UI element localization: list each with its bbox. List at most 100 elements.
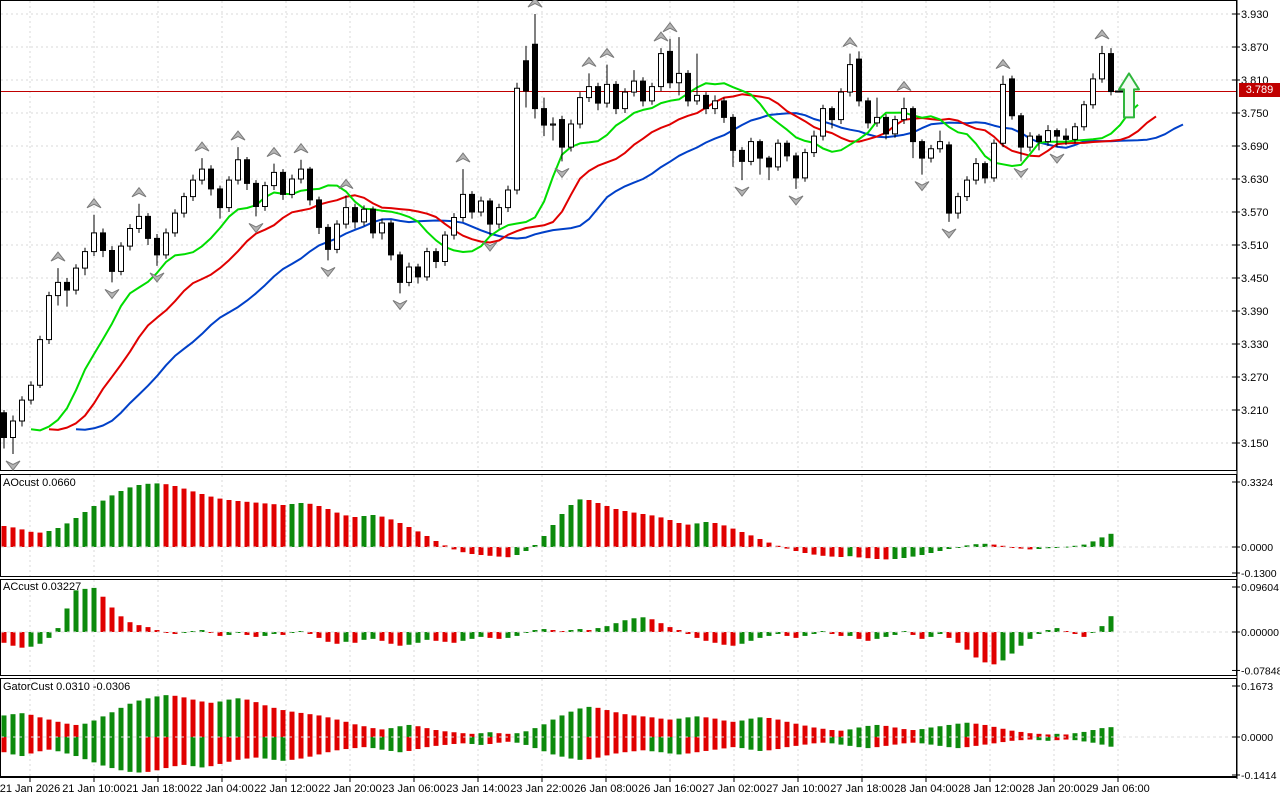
candle-body [685,72,691,102]
indicator-bar [1,526,7,547]
indicator-bar [667,737,673,754]
indicator-bar [685,737,691,754]
indicator-bar [73,590,79,632]
candle-body [478,200,484,213]
price-tick-label: 3.630 [1241,174,1269,186]
indicator-bar [712,632,718,643]
indicator-bar [442,632,448,642]
indicator-bar [604,737,610,756]
indicator-bar [595,737,601,758]
candle-body [163,232,169,256]
fractal-up-icon [1094,29,1110,40]
fractal-down-icon [914,181,930,192]
candle-body [316,199,322,228]
candle-body [901,108,907,121]
indicator-bar [1072,545,1078,547]
indicator-bar [613,737,619,754]
time-tick-label: 21 Jan 2026 [0,783,60,795]
candle-body [820,108,826,137]
indicator-bar [46,719,52,737]
indicator-bar [874,547,880,559]
indicator-bar [307,632,313,634]
indicator-bar [280,737,286,761]
fractal-up-icon [896,80,912,92]
candle-body [217,188,223,209]
indicator-bar [892,632,898,635]
indicator-bar [784,721,790,737]
indicator-bar [325,717,331,737]
indicator-bar [451,547,457,550]
candle-body [703,94,709,110]
time-tick-label: 23 Jan 22:00 [510,783,574,795]
indicator-bar [154,630,160,632]
fractal-down-icon [149,272,165,283]
indicator-bar [1045,734,1051,737]
fractal-down-icon [734,186,750,197]
indicator-bar [82,512,88,547]
candle-body [280,171,286,195]
candle-body [253,182,259,207]
indicator-bar [991,544,997,547]
indicator-bar [982,737,988,745]
indicator-bar [631,737,637,752]
indicator-bar [919,632,925,639]
indicator-bar [271,504,277,547]
indicator-bar [829,632,835,634]
indicator-bar [172,695,178,737]
indicator-bar [154,483,160,547]
candle-body [388,222,394,256]
price-tick-label: 3.330 [1241,339,1269,351]
indicator-bar [568,711,574,737]
indicator-bar [595,707,601,737]
indicator-bar [1054,733,1060,737]
indicator-bar [928,632,934,637]
price-tick-label: 3.510 [1241,240,1269,252]
indicator-bar [10,714,16,737]
indicator-bar [316,506,322,547]
indicator-bar [676,523,682,547]
indicator-bar [730,721,736,737]
candle-body [325,226,331,250]
indicator-bar [109,737,115,769]
time-tick-label: 28 Jan 12:00 [958,783,1022,795]
indicator-bar [37,632,43,644]
indicator-bar [64,737,70,754]
indicator-bar [1045,630,1051,632]
indicator-bar [685,717,691,737]
indicator-bar [1108,533,1114,547]
indicator-bar [649,737,655,752]
candle-body [334,223,340,250]
indicator-bar [244,632,250,635]
candles-group [1,14,1114,454]
indicator-bar [919,729,925,737]
indicator-bar [379,737,385,750]
indicator-bar [775,719,781,737]
indicator-bar [397,737,403,753]
indicator-bar [514,737,520,743]
time-tick-label: 28 Jan 20:00 [1022,783,1086,795]
current-price-badge: 3.789 [1239,83,1280,97]
candle-body [1000,83,1006,144]
candle-body [577,97,583,125]
candle-body [28,384,34,401]
indicator-bar [937,726,943,737]
indicator-bar [190,491,196,547]
indicator-bar [910,737,916,743]
indicator-bar [154,696,160,737]
indicator-bar [1063,734,1069,737]
indicator-bar [109,712,115,737]
indicator-bar [964,737,970,748]
indicator-bar [19,632,25,648]
indicator-bar [811,727,817,737]
indicator-tick-label: -0.1300 [1241,568,1277,580]
indicator-bar [613,623,619,632]
indicator-bar [802,725,808,737]
indicator-bar [226,632,232,635]
indicator-bar [631,618,637,632]
indicator-bar [451,737,457,744]
indicator-bar [586,630,592,632]
candle-body [721,100,727,118]
indicator-bar [1108,616,1114,632]
candle-body [595,86,601,104]
